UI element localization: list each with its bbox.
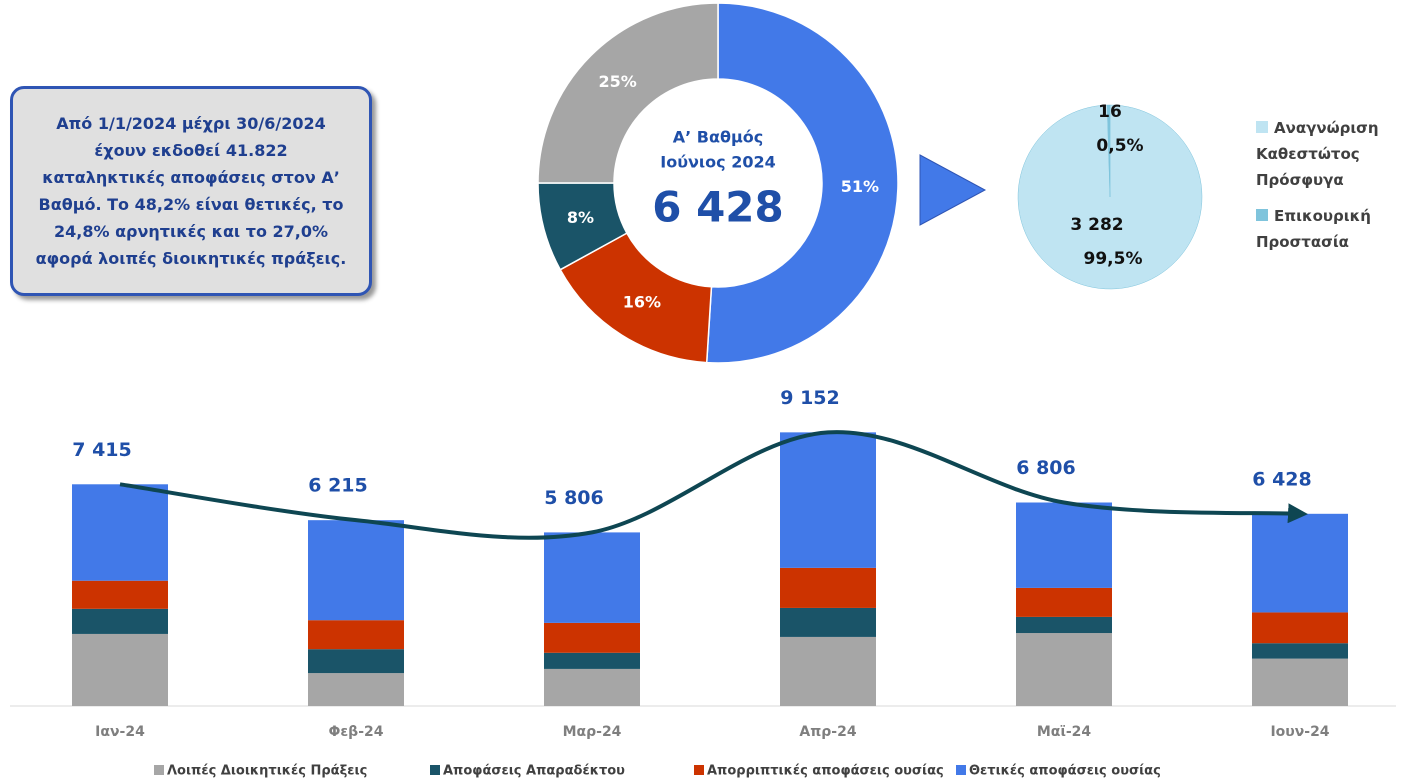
bar-segment [1016, 616, 1112, 634]
bar-segment [308, 520, 404, 621]
x-tick-label: Ιαν-24 [95, 724, 145, 740]
bar-segment [544, 652, 640, 669]
total-label: 6 806 [1016, 457, 1076, 479]
legend-label: Επικουρική Προστασία [1256, 207, 1371, 251]
bar-segment [308, 620, 404, 650]
legend-swatch [154, 765, 164, 775]
bar-segment [544, 532, 640, 623]
bar-segment [1252, 658, 1348, 706]
center-title: Α’ Βαθμός [673, 128, 763, 147]
pie-percent-label: 99,5% [1084, 249, 1143, 269]
slice-label: 51% [841, 177, 879, 196]
pie-value-label: 16 [1098, 102, 1122, 122]
bar-segment [1016, 502, 1112, 588]
total-label: 5 806 [544, 487, 604, 509]
bar-segment [544, 668, 640, 706]
bar-segment [780, 636, 876, 706]
bar-segment [1252, 643, 1348, 659]
legend-label: Λοιπές Διοικητικές Πράξεις [167, 764, 367, 779]
legend-swatch [430, 765, 440, 775]
bar-segment [780, 607, 876, 637]
x-tick-label: Φεβ-24 [328, 724, 383, 740]
donut-slice [705, 2, 899, 364]
bar-segment [72, 608, 168, 634]
total-label: 6 215 [308, 475, 368, 497]
pie-slice [1106, 104, 1111, 198]
note-box: Από 1/1/2024 μέχρι 30/6/2024 έχουν εκδοθ… [10, 86, 372, 296]
bar-segment [308, 649, 404, 674]
total-label: 6 428 [1252, 468, 1312, 490]
pie-legend-item: Αναγνώριση Καθεστώτος Πρόσφυγα [1256, 115, 1396, 193]
bar-segment [780, 567, 876, 608]
pie-legend-item: Επικουρική Προστασία [1256, 203, 1396, 255]
slice-label: 25% [598, 72, 636, 91]
arrow-shape [919, 154, 987, 226]
bar-segment [544, 622, 640, 653]
legend-label: Αποφάσεις Απαραδέκτου [443, 764, 625, 779]
legend-label: Θετικές αποφάσεις ουσίας [969, 764, 1161, 779]
legend-swatch [1256, 121, 1268, 133]
total-line [119, 430, 1308, 540]
legend-label: Αναγνώριση Καθεστώτος Πρόσφυγα [1256, 119, 1379, 189]
bar-segment [72, 580, 168, 609]
bar-segment [308, 673, 404, 706]
legend-swatch [694, 765, 704, 775]
x-tick-label: Μαρ-24 [563, 724, 622, 740]
legend-label: Απορριπτικές αποφάσεις ουσίας [707, 764, 944, 779]
legend-swatch [956, 765, 966, 775]
legend-swatch [1256, 209, 1268, 221]
bar-segment [72, 484, 168, 581]
x-tick-label: Μαϊ-24 [1037, 724, 1092, 740]
bar-segment [72, 633, 168, 706]
x-tick-label: Ιουν-24 [1270, 724, 1329, 740]
total-label: 7 415 [72, 439, 132, 461]
center-total: 6 428 [652, 183, 784, 232]
donut-slice [537, 2, 719, 184]
pie-value-label: 3 282 [1070, 215, 1123, 235]
bar-segment [1252, 612, 1348, 644]
center-title: Ιούνιος 2024 [660, 153, 775, 172]
slice-label: 8% [567, 208, 594, 227]
bar-segment [1252, 513, 1348, 613]
bar-segment [1016, 633, 1112, 706]
x-tick-label: Απρ-24 [799, 724, 856, 740]
slice-label: 16% [623, 292, 661, 311]
bar-segment [1016, 587, 1112, 617]
bar-segment [780, 432, 876, 568]
pie-percent-label: 0,5% [1096, 136, 1143, 156]
total-label: 9 152 [780, 387, 840, 409]
